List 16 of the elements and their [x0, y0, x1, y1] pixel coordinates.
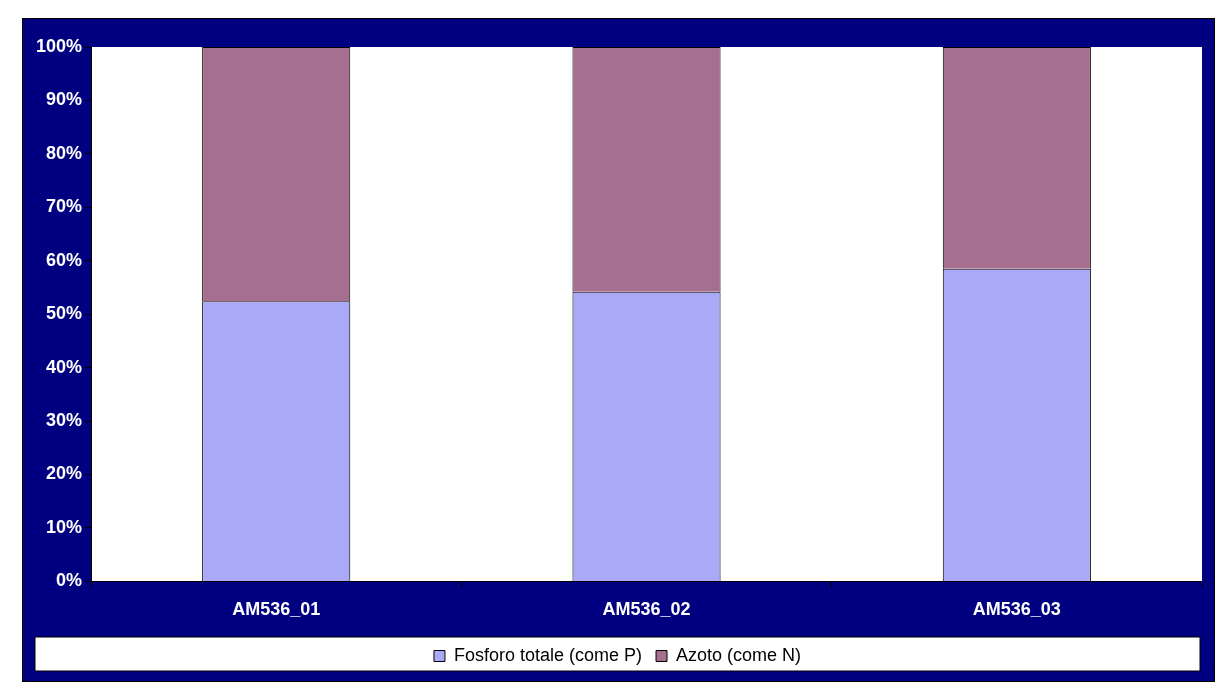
legend-label: Azoto (come N) — [676, 644, 802, 665]
y-tick-label: 70% — [46, 196, 83, 217]
y-tick-label: 10% — [46, 516, 83, 537]
y-tick-label: 50% — [46, 303, 83, 324]
x-tick-label: AM536_01 — [232, 599, 321, 620]
x-tick-label: AM536_03 — [972, 599, 1061, 620]
y-tick-label: 20% — [46, 463, 83, 484]
y-tick-label: 80% — [46, 142, 83, 163]
y-tick-label: 40% — [46, 356, 83, 377]
y-tick-label: 90% — [46, 89, 83, 110]
y-tick-label: 100% — [35, 35, 83, 56]
legend-label: Fosforo totale (come P) — [453, 644, 643, 665]
y-tick-label: 0% — [56, 570, 83, 591]
x-tick-label: AM536_02 — [602, 599, 691, 620]
y-tick-label: 30% — [46, 410, 83, 431]
y-tick-label: 60% — [46, 249, 83, 270]
